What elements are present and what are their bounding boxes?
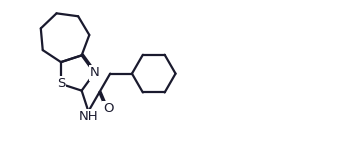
Text: S: S bbox=[57, 77, 65, 90]
Text: N: N bbox=[89, 66, 99, 80]
Text: O: O bbox=[103, 102, 114, 115]
Text: NH: NH bbox=[78, 110, 98, 123]
